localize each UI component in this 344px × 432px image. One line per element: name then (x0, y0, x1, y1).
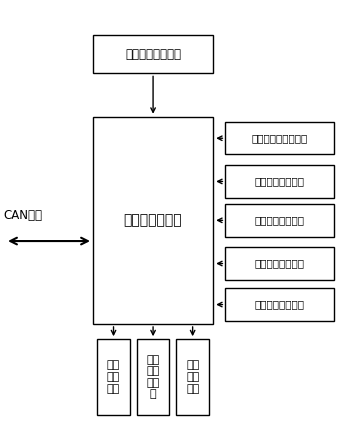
Text: 运行
监控
模块: 运行 监控 模块 (107, 360, 120, 394)
Bar (176, 339, 209, 415)
Text: 硬件
看门
狗模
块: 硬件 看门 狗模 块 (147, 355, 160, 399)
Text: 母线电流监控模块: 母线电流监控模块 (255, 215, 304, 226)
Text: 电机温度监控模块: 电机温度监控模块 (255, 258, 304, 269)
Text: CAN总线: CAN总线 (3, 209, 42, 222)
Text: 电机控制器芯片: 电机控制器芯片 (124, 213, 182, 227)
Bar (225, 165, 334, 198)
Bar (225, 122, 334, 154)
Text: 电源
监控
模块: 电源 监控 模块 (186, 360, 199, 394)
Text: 电机转速监控模块: 电机转速监控模块 (255, 299, 304, 310)
Bar (97, 339, 130, 415)
Bar (137, 339, 170, 415)
Bar (93, 117, 213, 324)
Text: 母线电压监控模块: 母线电压监控模块 (255, 176, 304, 187)
Bar (93, 35, 213, 73)
Bar (225, 289, 334, 321)
Text: 三相电流监控模块: 三相电流监控模块 (125, 48, 181, 60)
Bar (225, 204, 334, 237)
Bar (225, 247, 334, 280)
Text: 控制器温度监控模块: 控制器温度监控模块 (251, 133, 308, 143)
